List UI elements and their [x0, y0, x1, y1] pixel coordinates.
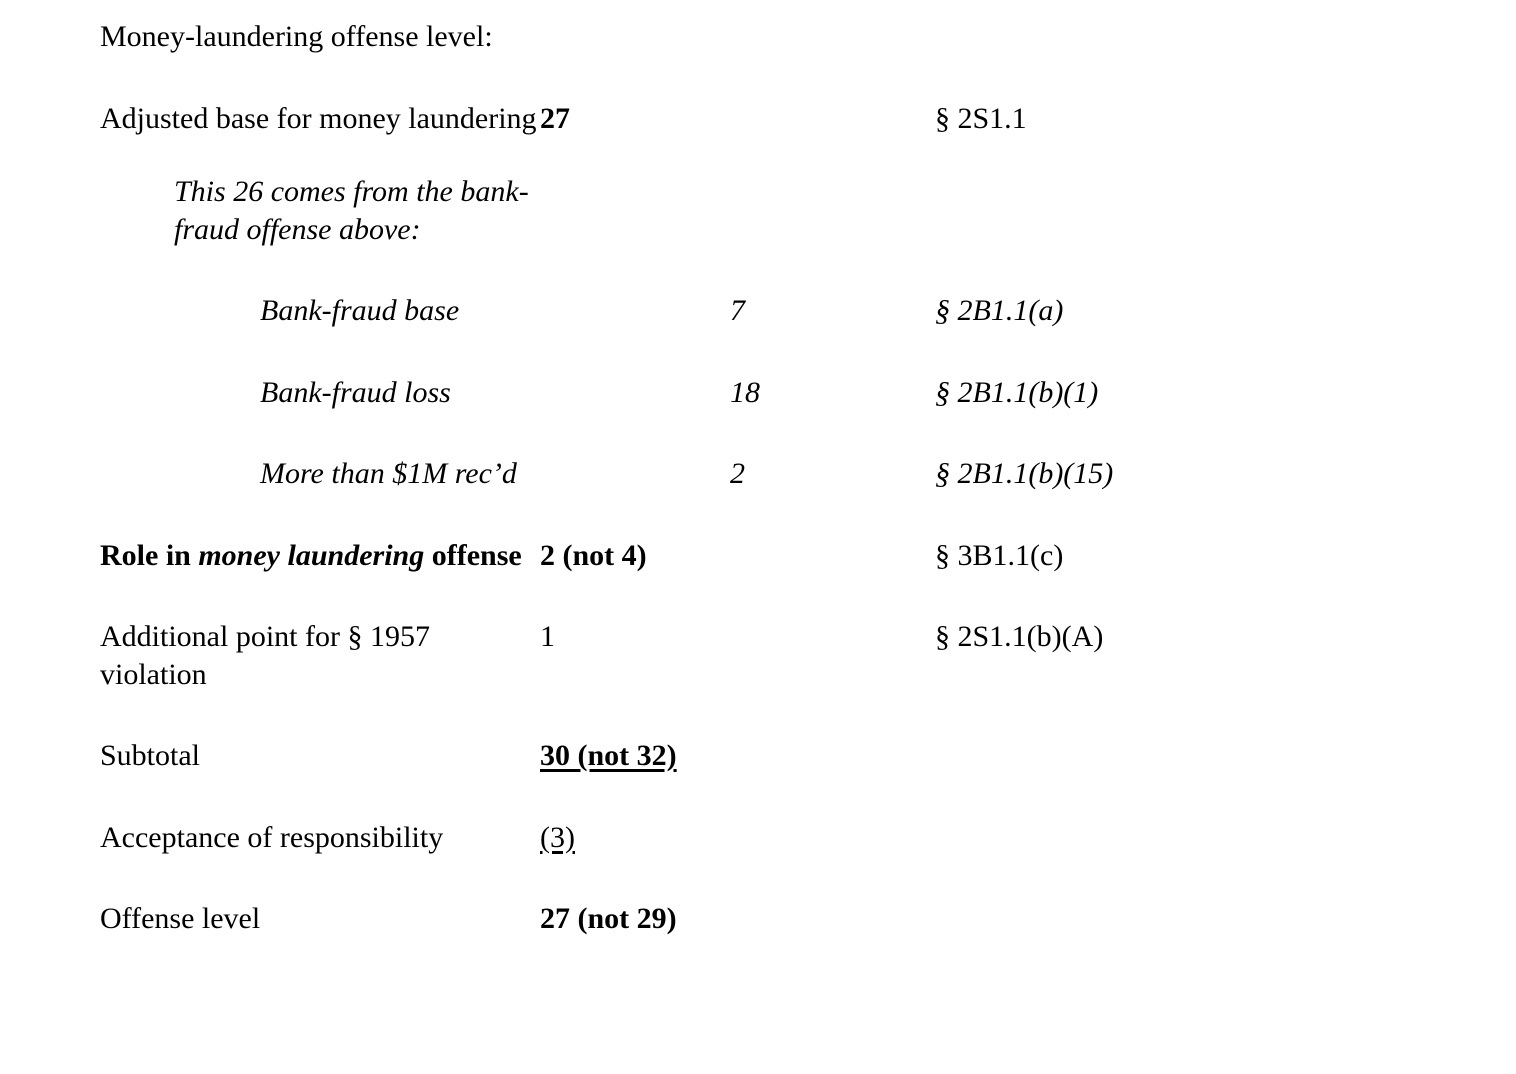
desc: Acceptance of responsibility [100, 819, 540, 857]
sub-value: 18 [730, 374, 935, 412]
desc: More than $1M rec’d [100, 455, 540, 493]
desc: Bank-fraud base [100, 292, 540, 330]
value: 27 [540, 100, 730, 138]
desc: Subtotal [100, 737, 540, 775]
row-bank-fraud-base: Bank-fraud base 7 § 2B1.1(a) [100, 292, 1416, 330]
value: 2 (not 4) [540, 537, 730, 575]
value: 27 (not 29) [540, 900, 730, 938]
sub-value: 2 [730, 455, 935, 493]
desc: Adjusted base for money laundering [100, 100, 540, 138]
section-heading: Money-laundering offense level: [100, 18, 540, 56]
row-acceptance: Acceptance of responsibility (3) [100, 819, 1416, 857]
value: 30 (not 32) [540, 737, 730, 775]
row-derivation-note: This 26 comes from the bank-fraud offens… [100, 173, 1416, 248]
reference: § 2S1.1(b)(A) [935, 618, 1295, 656]
row-offense-level: Offense level 27 (not 29) [100, 900, 1416, 938]
reference: § 2S1.1 [935, 100, 1295, 138]
value: (3) [540, 819, 730, 857]
desc: This 26 comes from the bank-fraud offens… [100, 173, 540, 248]
reference: § 3B1.1(c) [935, 537, 1295, 575]
desc: Offense level [100, 900, 540, 938]
row-additional-1957: Additional point for § 1957 violation 1 … [100, 618, 1416, 693]
desc-part: offense [424, 539, 521, 572]
desc: Bank-fraud loss [100, 374, 540, 412]
reference: § 2B1.1(a) [935, 292, 1295, 330]
value: 1 [540, 618, 730, 656]
row-bank-fraud-loss: Bank-fraud loss 18 § 2B1.1(b)(1) [100, 374, 1416, 412]
desc-part: money laundering [198, 539, 424, 572]
desc-part: Role in [100, 539, 198, 572]
reference: § 2B1.1(b)(15) [935, 455, 1295, 493]
reference: § 2B1.1(b)(1) [935, 374, 1295, 412]
row-subtotal: Subtotal 30 (not 32) [100, 737, 1416, 775]
sub-value: 7 [730, 292, 935, 330]
desc: Additional point for § 1957 violation [100, 618, 540, 693]
row-more-than-1m: More than $1M rec’d 2 § 2B1.1(b)(15) [100, 455, 1416, 493]
row-adjusted-base: Adjusted base for money laundering 27 § … [100, 100, 1416, 138]
section-heading-row: Money-laundering offense level: [100, 18, 1416, 56]
row-role-in-offense: Role in money laundering offense 2 (not … [100, 537, 1416, 575]
desc: Role in money laundering offense [100, 537, 540, 575]
